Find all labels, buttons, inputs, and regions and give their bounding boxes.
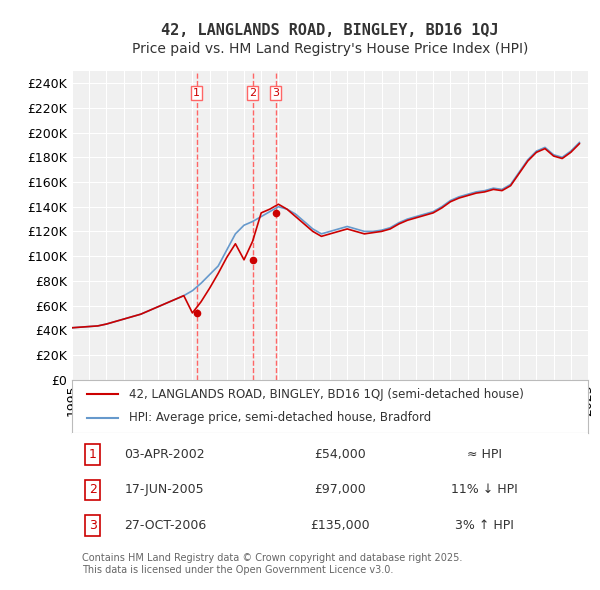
Text: 42, LANGLANDS ROAD, BINGLEY, BD16 1QJ: 42, LANGLANDS ROAD, BINGLEY, BD16 1QJ	[161, 24, 499, 38]
Text: Contains HM Land Registry data © Crown copyright and database right 2025.
This d: Contains HM Land Registry data © Crown c…	[82, 553, 463, 575]
Text: 1: 1	[193, 88, 200, 98]
Text: 11% ↓ HPI: 11% ↓ HPI	[451, 483, 518, 496]
Point	[248, 255, 257, 264]
Point	[271, 208, 280, 218]
Text: 3: 3	[272, 88, 279, 98]
Text: 42, LANGLANDS ROAD, BINGLEY, BD16 1QJ (semi-detached house): 42, LANGLANDS ROAD, BINGLEY, BD16 1QJ (s…	[129, 388, 524, 401]
Text: 2: 2	[249, 88, 256, 98]
Text: £54,000: £54,000	[314, 448, 366, 461]
Text: 03-APR-2002: 03-APR-2002	[125, 448, 205, 461]
Text: 1: 1	[89, 448, 97, 461]
Text: Price paid vs. HM Land Registry's House Price Index (HPI): Price paid vs. HM Land Registry's House …	[132, 42, 528, 56]
Text: ≈ HPI: ≈ HPI	[467, 448, 502, 461]
Point	[192, 308, 202, 317]
Text: 27-OCT-2006: 27-OCT-2006	[124, 519, 206, 532]
Text: 3% ↑ HPI: 3% ↑ HPI	[455, 519, 514, 532]
Text: HPI: Average price, semi-detached house, Bradford: HPI: Average price, semi-detached house,…	[129, 411, 431, 424]
Text: 17-JUN-2005: 17-JUN-2005	[125, 483, 205, 496]
Text: 2: 2	[89, 483, 97, 496]
Text: £135,000: £135,000	[311, 519, 370, 532]
Text: £97,000: £97,000	[314, 483, 366, 496]
Text: 3: 3	[89, 519, 97, 532]
